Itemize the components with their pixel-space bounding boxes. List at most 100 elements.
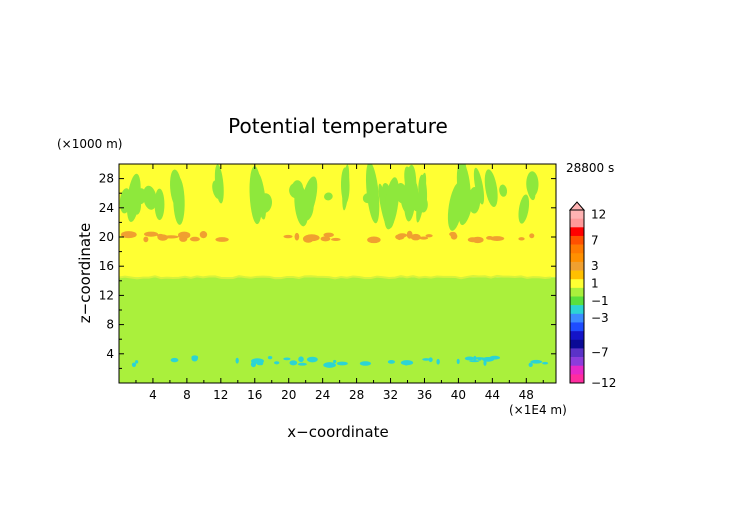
colorbar-label: −7 (591, 346, 609, 360)
plot-area (119, 164, 556, 383)
warm-patch (425, 234, 433, 238)
y-tick-label: 24 (99, 201, 114, 215)
time-label: 28800 s (566, 161, 614, 175)
cool-patch (191, 355, 198, 362)
colorbar-segment (570, 313, 584, 323)
colorbar-label: 7 (591, 233, 599, 247)
x-tick-label: 8 (183, 388, 191, 402)
cool-patch (251, 358, 264, 364)
warm-patch (320, 236, 331, 242)
streak (403, 164, 417, 222)
x-tick-label: 32 (383, 388, 398, 402)
colorbar-segment (570, 287, 584, 297)
colorbar-segment (570, 305, 584, 315)
warm-patch (163, 235, 179, 239)
colorbar-label: −1 (591, 294, 609, 308)
colorbar-segment (570, 261, 584, 271)
cool-patch (473, 357, 485, 360)
x-tick-label: 16 (247, 388, 262, 402)
streak (385, 185, 396, 229)
layer-0 (119, 277, 556, 383)
y-axis-ticks: 4 8 12 16 20 24 28 (99, 172, 556, 369)
cool-patch (403, 361, 409, 366)
streak (170, 169, 182, 207)
y-tick-label: 12 (99, 288, 114, 302)
warm-patch (419, 236, 429, 240)
colorbar-segment (570, 227, 584, 237)
warm-patch (302, 235, 314, 243)
cool-patch (298, 356, 304, 363)
cool-patch (422, 358, 430, 361)
streak (154, 188, 165, 221)
colorbar-segment (570, 279, 584, 289)
streak (126, 173, 141, 223)
streak (291, 180, 304, 198)
y-tick-label: 16 (99, 259, 114, 273)
warm-patch (449, 231, 457, 237)
streak (135, 188, 146, 205)
cool-patch (283, 357, 291, 361)
colorbar-segment (570, 357, 584, 366)
y-tick-label: 8 (106, 318, 114, 332)
warm-patch (489, 236, 505, 241)
cool-patch (333, 359, 337, 364)
y-axis-label: z−coordinate (76, 223, 94, 323)
cool-patch (289, 360, 298, 366)
plot-frame (118, 163, 557, 384)
cool-patch (528, 362, 533, 367)
streak (526, 178, 536, 201)
warm-patch (189, 236, 200, 242)
warm-patch (529, 233, 535, 239)
x-tick-label: 24 (315, 388, 330, 402)
x-tick-label: 40 (451, 388, 466, 402)
colorbar-segment (570, 348, 584, 358)
colorbar-segment (570, 270, 584, 280)
cool-patch (482, 357, 495, 362)
cool-patch (387, 359, 396, 364)
cool-patch (323, 362, 336, 368)
colorbar-segment (570, 331, 584, 341)
cool-patch (134, 360, 139, 364)
cool-patch (542, 361, 549, 365)
cool-patch (336, 361, 348, 366)
warm-patch (120, 231, 137, 239)
cool-patch (483, 360, 487, 366)
y-tick-label: 28 (99, 172, 114, 186)
warm-patch (283, 234, 293, 239)
colorbar-label: −3 (591, 311, 609, 325)
cool-patch (306, 356, 318, 363)
streak (499, 184, 508, 197)
x-tick-label: 28 (349, 388, 364, 402)
x-tick-label: 20 (281, 388, 296, 402)
cool-patch (297, 362, 307, 366)
layer-boundary (119, 274, 552, 280)
x-tick-label: 4 (149, 388, 157, 402)
colorbar-segment (570, 218, 584, 228)
warm-patch (177, 231, 191, 239)
cool-patch (456, 358, 460, 365)
cool-patch (469, 360, 480, 363)
colorbar-top-arrow (568, 201, 586, 211)
streak (340, 167, 350, 204)
warm-patch (406, 230, 413, 239)
streak (418, 174, 428, 212)
colorbar-label: 12 (591, 207, 606, 221)
streak (214, 164, 224, 204)
cool-patch (235, 357, 239, 364)
colorbar-segment (570, 296, 584, 306)
y-tick-label: 4 (106, 347, 114, 361)
x-axis-label: x−coordinate (287, 423, 388, 441)
warm-patch (215, 237, 229, 242)
warm-patch (467, 237, 478, 243)
colorbar-segment (570, 374, 584, 384)
streak (484, 169, 498, 208)
streak (365, 164, 380, 224)
warm-patch (518, 237, 525, 241)
warm-patch (144, 231, 159, 237)
x-axis-unit: (×1E4 m) (509, 403, 567, 417)
colorbar-frame (569, 209, 585, 384)
colorbar-segment (570, 339, 584, 349)
warm-patch (397, 234, 402, 241)
x-tick-label: 36 (417, 388, 432, 402)
colorbar-segment (570, 244, 584, 254)
